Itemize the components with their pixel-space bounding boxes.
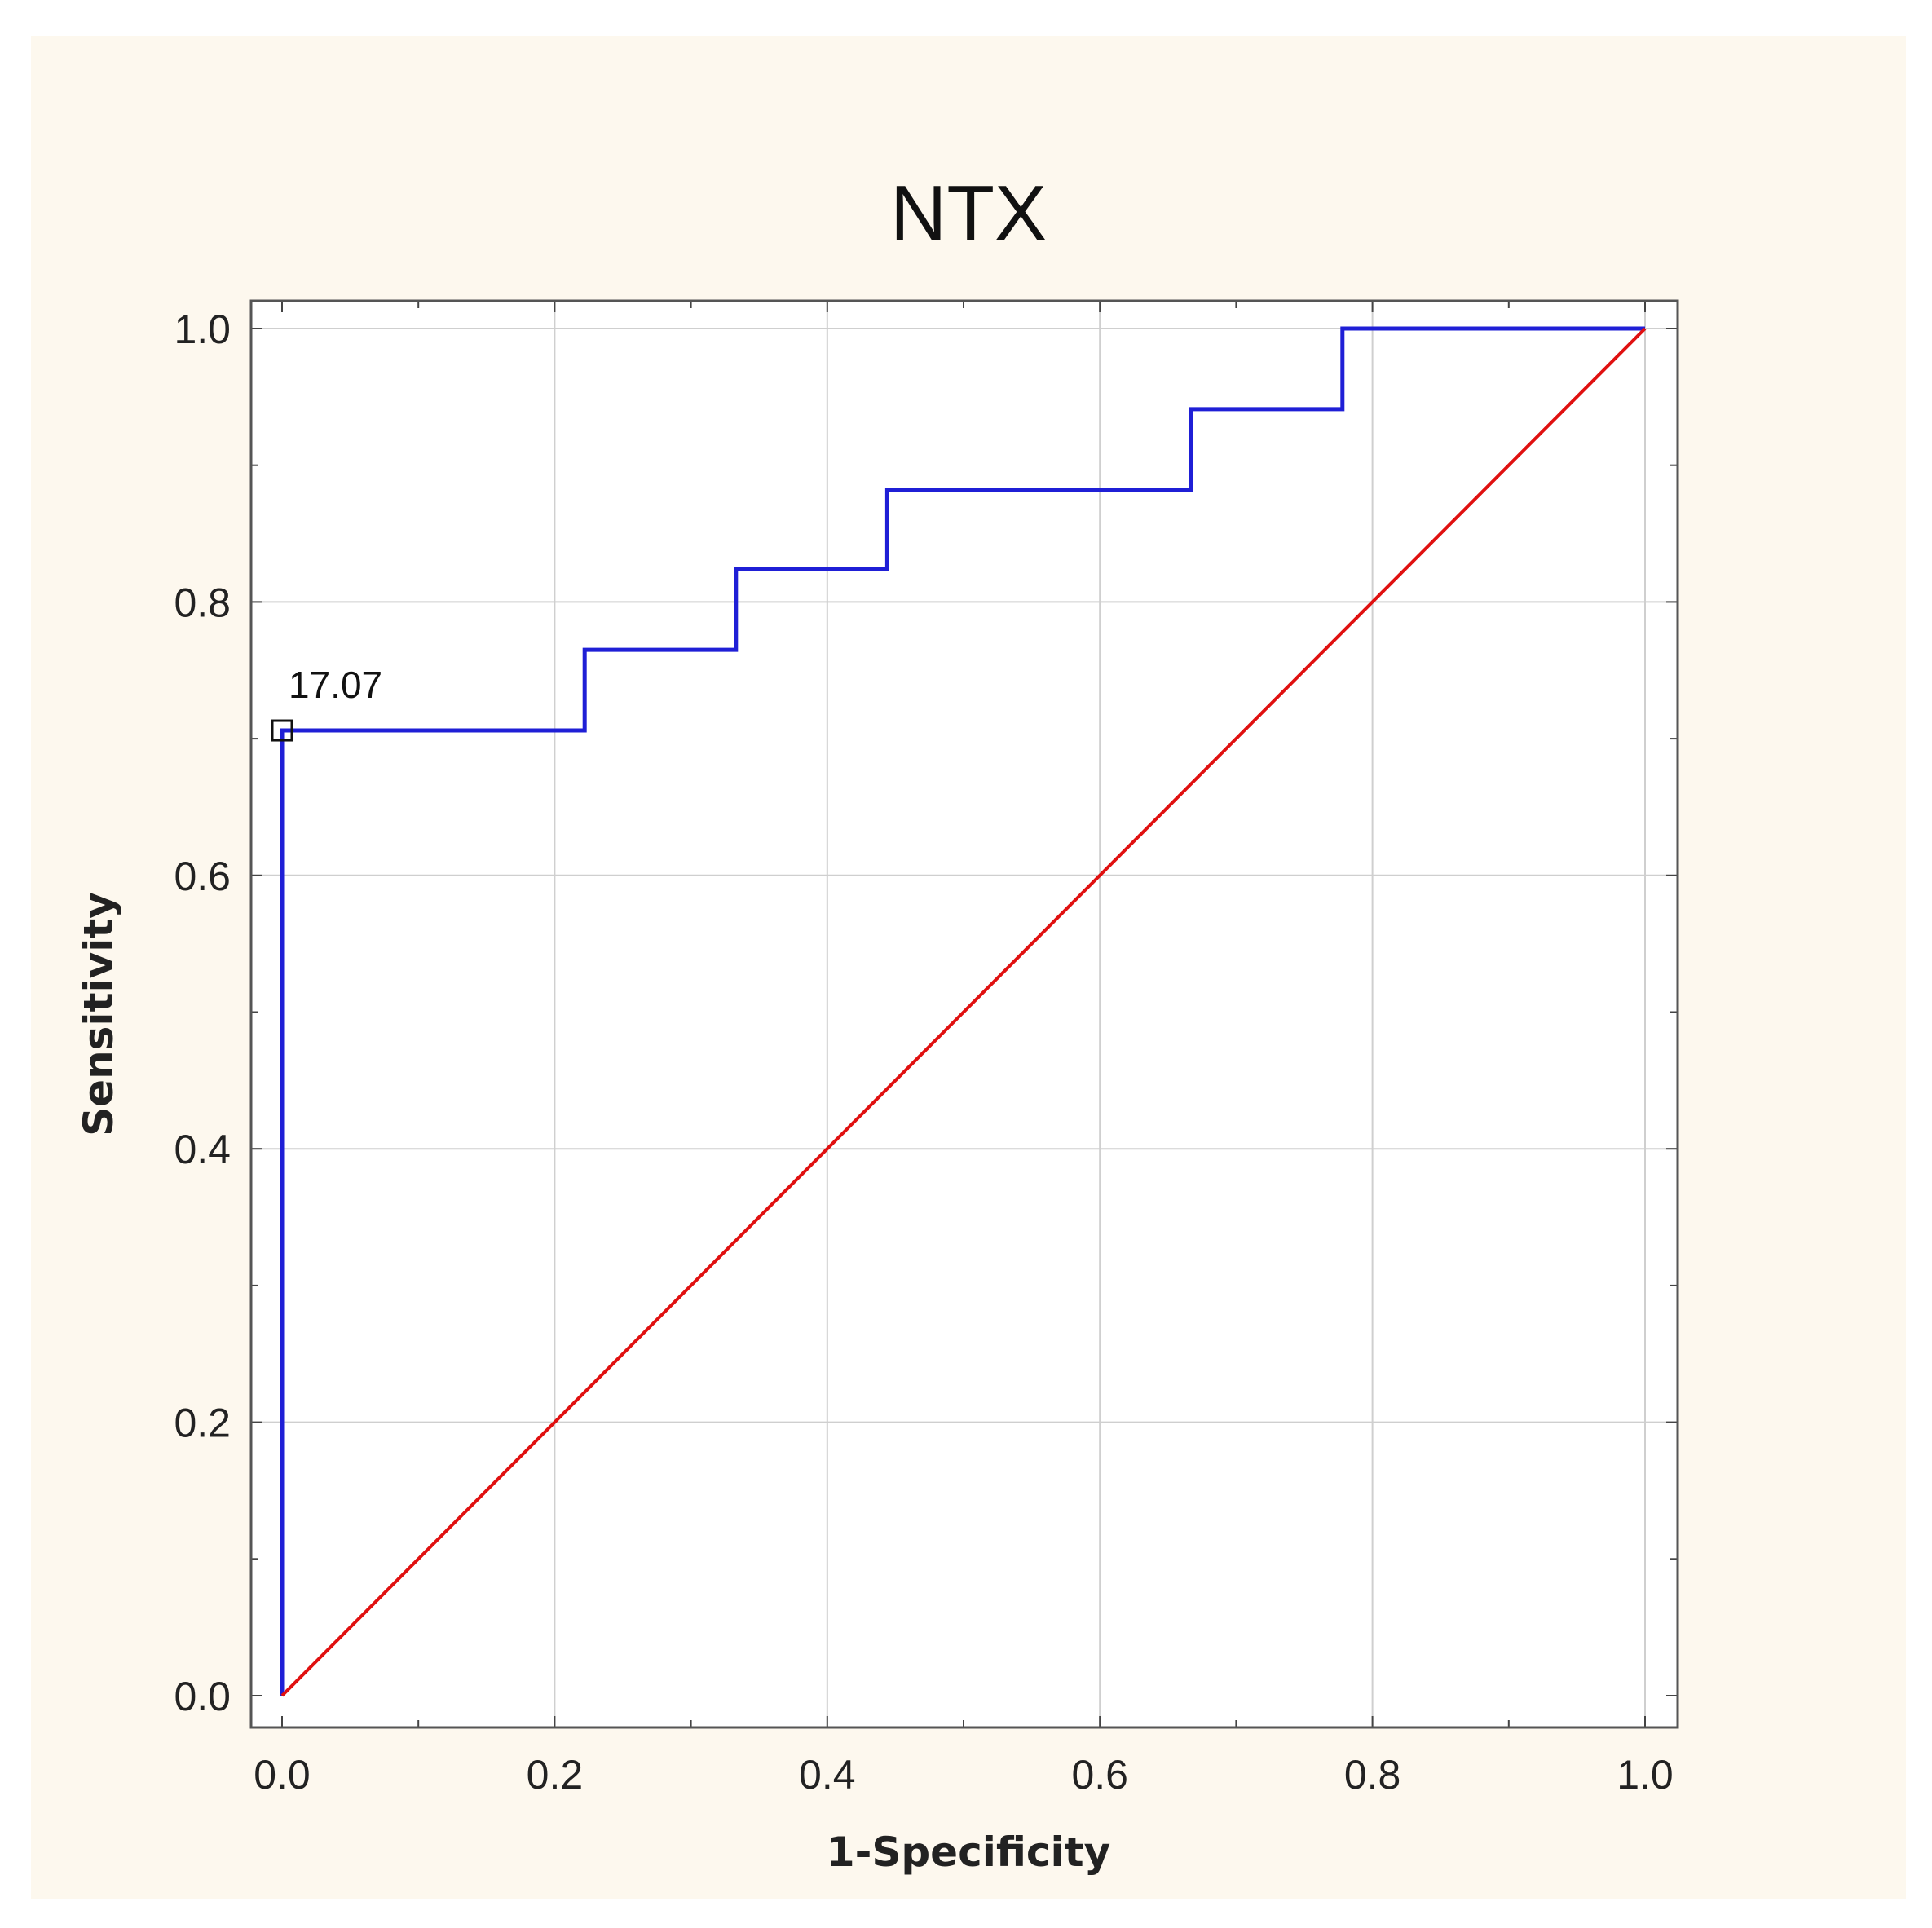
x-axis-label: 1-Specificity	[827, 1829, 1110, 1876]
y-tick-label: 0.6	[174, 854, 231, 899]
roc-chart: NTX 17.07 0.0 0.2 0.4 0.6 0.8 1.0 0.00.20.40.…	[75, 170, 1679, 1876]
figure-frame: NTX 17.07 0.0 0.2 0.4 0.6 0.8 1.0 0.0 0.2 0.4 0.…	[31, 36, 1906, 1899]
y-axis-label: Sensitivity	[75, 892, 122, 1136]
x-tick-label: 0.0	[254, 1752, 311, 1798]
y-tick-label: 0.8	[174, 580, 231, 625]
series-layer	[280, 326, 1647, 1697]
y-tick-labels: 0.0 0.2 0.4 0.6 0.8 1.0	[174, 307, 231, 1719]
x-tick-label: 1.0	[1617, 1752, 1674, 1798]
y-tick-label: 0.0	[174, 1674, 231, 1719]
y-tick-label: 0.4	[174, 1127, 231, 1172]
x-tick-label: 0.4	[799, 1752, 856, 1798]
x-tick-label: 0.8	[1344, 1752, 1401, 1798]
y-tick-label: 1.0	[174, 307, 231, 352]
plot-border	[249, 299, 1679, 1729]
x-tick-label: 0.6	[1071, 1752, 1128, 1798]
y-tick-label: 0.2	[174, 1401, 231, 1446]
cutoff-label: 17.07	[289, 664, 382, 706]
cutoff-marker-square	[271, 719, 293, 742]
x-tick-label: 0.2	[527, 1752, 584, 1798]
reference-diagonal-line	[280, 327, 1647, 1697]
x-tick-labels: 0.0 0.2 0.4 0.6 0.8 1.0	[254, 1752, 1674, 1798]
minor-ticks	[251, 301, 1678, 1727]
roc-curve-line	[280, 326, 1645, 1696]
annotation-layer: 17.07	[271, 664, 382, 742]
chart-title: NTX	[890, 170, 1047, 257]
